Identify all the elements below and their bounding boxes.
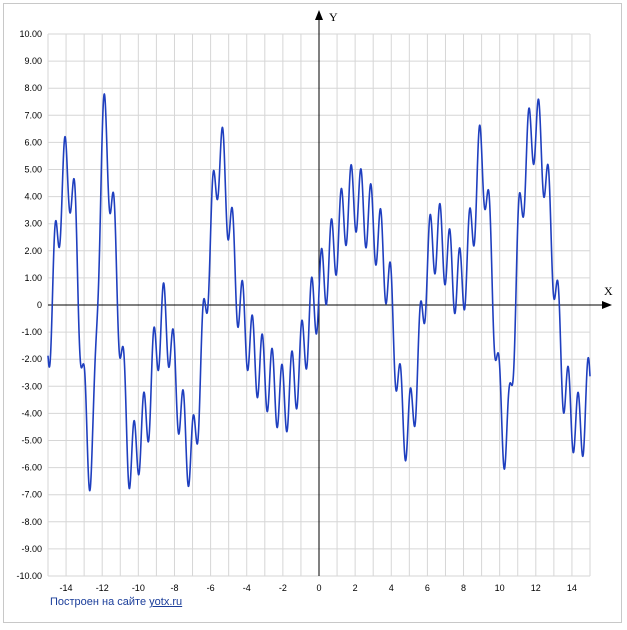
y-tick-label: -3.00 [21,381,42,391]
y-tick-label: -6.00 [21,463,42,473]
y-tick-label: -4.00 [21,408,42,418]
x-axis-arrow [602,301,612,309]
x-tick-label: 12 [531,583,541,593]
x-tick-label: 4 [389,583,394,593]
y-tick-label: -10.00 [16,571,42,581]
x-tick-label: 10 [495,583,505,593]
x-tick-label: 0 [316,583,321,593]
y-tick-label: -8.00 [21,517,42,527]
x-tick-label: -2 [279,583,287,593]
series-line [47,93,591,492]
x-axis-label: X [604,284,613,298]
y-tick-label: 6.00 [24,137,42,147]
x-tick-label: 2 [353,583,358,593]
y-tick-label: 3.00 [24,219,42,229]
y-tick-label: 8.00 [24,83,42,93]
credit-line: Построен на сайте yotx.ru [50,596,182,608]
y-tick-label: 2.00 [24,246,42,256]
y-axis-arrow [315,10,323,20]
credit-link[interactable]: yotx.ru [149,596,183,608]
y-tick-label: 0 [37,300,42,310]
y-tick-label: -2.00 [21,354,42,364]
x-tick-label: -12 [96,583,109,593]
tick-labels: -14 -12 -10 -8 -6 -4 -2 0 2 4 6 8 10 12 14 10.00 9.00 8.0… [16,29,576,593]
y-tick-label: 4.00 [24,192,42,202]
y-tick-label: -5.00 [21,436,42,446]
credit-text: Построен на сайте [50,596,147,608]
x-tick-label: -14 [60,583,73,593]
y-tick-label: -7.00 [21,490,42,500]
x-tick-label: 14 [567,583,577,593]
x-tick-label: -4 [243,583,251,593]
y-axis-label: Y [329,10,338,24]
series [47,93,591,492]
axes [48,10,612,576]
x-tick-label: -10 [132,583,145,593]
y-tick-label: -9.00 [21,544,42,554]
x-tick-label: 6 [425,583,430,593]
y-tick-label: 9.00 [24,56,42,66]
x-tick-label: 8 [461,583,466,593]
y-tick-label: 10.00 [19,29,42,39]
y-tick-label: 5.00 [24,165,42,175]
x-tick-label: -6 [207,583,215,593]
y-tick-label: 7.00 [24,110,42,120]
y-tick-label: 1.00 [24,273,42,283]
x-tick-label: -8 [170,583,178,593]
y-tick-label: -1.00 [21,327,42,337]
